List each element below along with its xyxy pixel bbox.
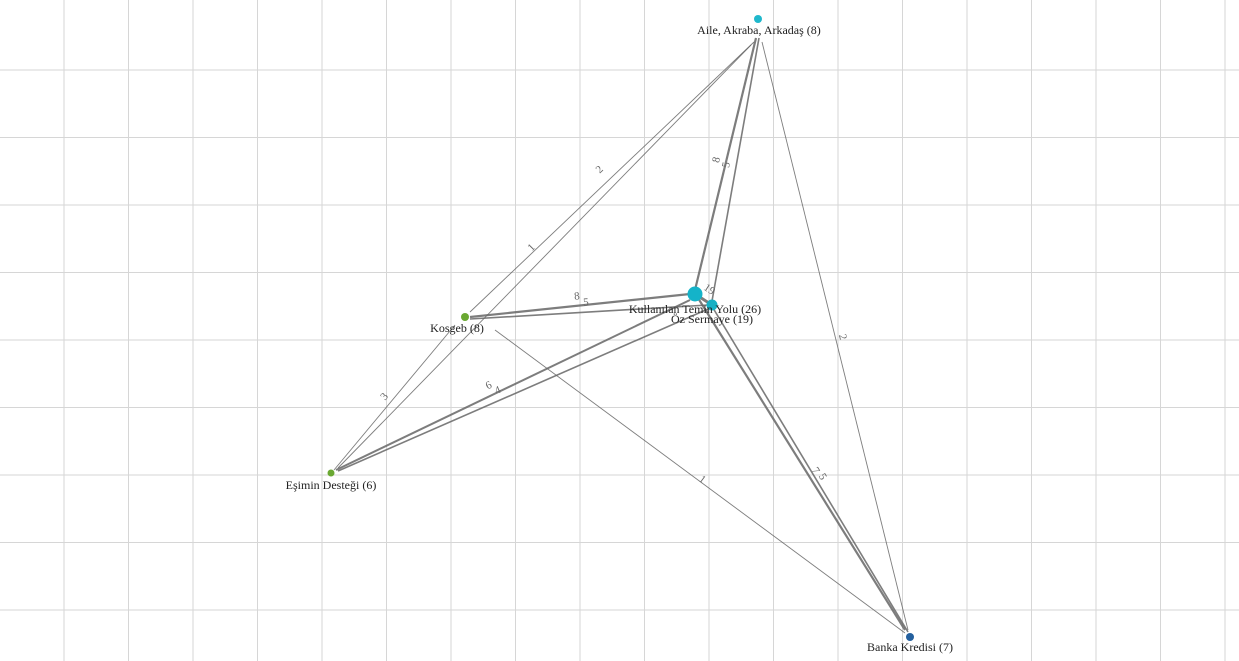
node-label: Öz Sermaye (19) — [671, 312, 753, 326]
edge — [335, 299, 691, 471]
node — [687, 286, 703, 302]
edge-label: 2 — [594, 163, 606, 175]
nodes: Aile, Akraba, Arkadaş (8) Kullanılan Temi… — [286, 15, 953, 654]
edge — [337, 44, 752, 469]
node-label: Kosgeb (8) — [430, 321, 484, 335]
edge — [697, 297, 906, 631]
node — [906, 633, 914, 641]
edge — [712, 307, 909, 633]
node — [754, 15, 762, 23]
edge — [333, 324, 456, 471]
node-label: Aile, Akraba, Arkadaş (8) — [697, 23, 821, 37]
edge — [494, 329, 906, 634]
edge-label: 4 — [493, 384, 503, 397]
node-label: Banka Kredisi (7) — [867, 640, 953, 654]
edge-label: 2 — [836, 333, 849, 341]
edge-label: 8 — [710, 155, 723, 164]
edge-label: 1 — [525, 242, 537, 254]
edge — [469, 304, 709, 320]
edge-label: 5 — [816, 471, 829, 482]
node-label: Eşimin Desteği (6) — [286, 478, 377, 492]
edge — [711, 37, 760, 302]
edge-label: 5 — [720, 161, 733, 169]
edge-label: 5 — [583, 296, 590, 308]
edge — [761, 41, 909, 631]
node-label: Kullanılan Temin Yolu (26) — [629, 302, 761, 316]
edge — [693, 37, 758, 291]
node — [461, 313, 469, 321]
edge-label: 3 — [378, 390, 391, 402]
edge — [469, 41, 755, 313]
edge-label: 1 — [697, 473, 709, 486]
edge-label: 7 — [809, 465, 822, 476]
node — [706, 299, 718, 311]
edge-label: 6 — [484, 379, 495, 392]
edge — [469, 292, 691, 319]
edge — [337, 308, 709, 472]
node — [327, 469, 335, 477]
edge-label: 8 — [574, 290, 581, 303]
